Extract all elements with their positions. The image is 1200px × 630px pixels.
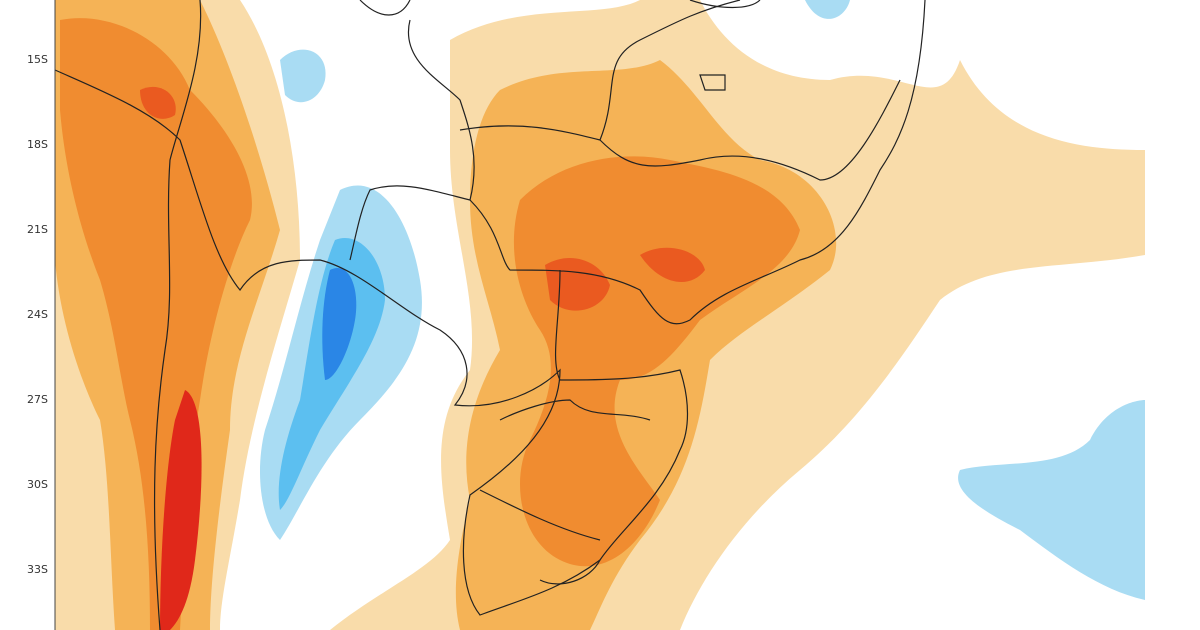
lat-label: 24S <box>27 308 48 321</box>
lat-label: 27S <box>27 393 48 406</box>
border <box>479 399 651 541</box>
anomaly-negative <box>805 0 850 19</box>
lat-label: 30S <box>27 478 48 491</box>
anomaly-high <box>60 18 252 630</box>
right-margin <box>1145 0 1200 630</box>
anomaly-extreme <box>160 390 202 630</box>
map-area <box>54 0 1145 630</box>
anomaly-very-high <box>140 86 176 119</box>
anomaly-high <box>513 156 800 567</box>
lat-label: 18S <box>27 138 48 151</box>
latitude-labels: 15S 18S 21S 24S 27S 30S 33S <box>27 53 48 576</box>
anomaly-negative <box>958 400 1145 600</box>
border <box>349 0 475 261</box>
border <box>469 0 926 585</box>
anomaly-negative-strong <box>322 268 357 380</box>
anomaly-very-high <box>545 247 705 311</box>
border <box>54 69 601 616</box>
lat-label: 33S <box>27 563 48 576</box>
border <box>459 0 901 181</box>
anomaly-negative <box>280 49 326 103</box>
lat-label: 15S <box>27 53 48 66</box>
border <box>153 0 202 630</box>
lat-label: 21S <box>27 223 48 236</box>
